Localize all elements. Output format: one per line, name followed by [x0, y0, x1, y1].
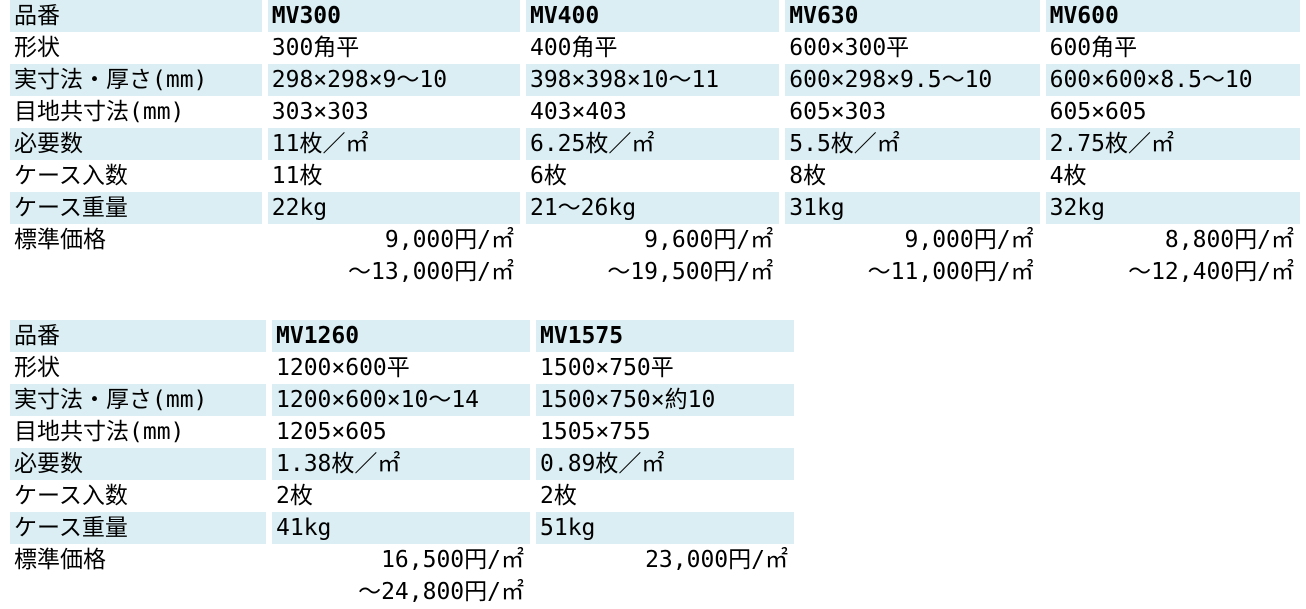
- price-value: 9,000円/㎡: [904, 227, 1034, 253]
- row-price-upper: ～13,000円/㎡ ～19,500円/㎡ ～11,000円/㎡ ～12,400…: [10, 256, 1300, 288]
- case-weight-value: 21～26kg: [525, 192, 780, 224]
- row-case-qty: ケース入数 2枚 2枚: [10, 480, 794, 512]
- price-value: 23,000円/㎡: [645, 547, 788, 573]
- label-product-code: 品番: [10, 320, 266, 352]
- joint-size-value: 1505×755: [540, 419, 651, 445]
- label-price: 標準価格: [14, 227, 106, 253]
- joint-size-value: 403×403: [529, 99, 627, 125]
- label-actual-size: 実寸法・厚さ(mm): [10, 64, 262, 96]
- price-value: 8,800円/㎡: [1164, 227, 1294, 253]
- joint-size-value: 605×303: [789, 99, 887, 125]
- product-spec-table-1: 品番 MV300 MV400 MV630 MV600 形状 300角平 400角…: [4, 0, 1306, 288]
- shape-value: 600角平: [1049, 35, 1138, 61]
- actual-size-value: 1200×600×10～14: [272, 384, 530, 416]
- price-upper-value: [536, 576, 794, 608]
- row-case-weight: ケース重量 22kg 21～26kg 31kg 32kg: [10, 192, 1300, 224]
- row-actual-size: 実寸法・厚さ(mm) 1200×600×10～14 1500×750×約10: [10, 384, 794, 416]
- case-weight-value: 51kg: [536, 512, 794, 544]
- label-product-code: 品番: [10, 0, 262, 32]
- row-price-upper: ～24,800円/㎡: [10, 576, 794, 608]
- price-value: 9,000円/㎡: [384, 227, 514, 253]
- required-qty-value: 6.25枚／㎡: [525, 128, 780, 160]
- row-required-qty: 必要数 1.38枚／㎡ 0.89枚／㎡: [10, 448, 794, 480]
- label-case-weight: ケース重量: [10, 512, 266, 544]
- shape-value: 1200×600平: [276, 355, 410, 381]
- row-required-qty: 必要数 11枚／㎡ 6.25枚／㎡ 5.5枚／㎡ 2.75枚／㎡: [10, 128, 1300, 160]
- label-shape: 形状: [14, 355, 60, 381]
- label-case-qty: ケース入数: [14, 483, 128, 509]
- label-case-weight: ケース重量: [10, 192, 262, 224]
- label-actual-size: 実寸法・厚さ(mm): [10, 384, 266, 416]
- row-actual-size: 実寸法・厚さ(mm) 298×298×9～10 398×398×10～11 60…: [10, 64, 1300, 96]
- case-qty-value: 4枚: [1049, 163, 1087, 189]
- price-upper-value: ～19,500円/㎡: [607, 259, 774, 285]
- label-required-qty: 必要数: [10, 448, 266, 480]
- label-joint-size: 目地共寸法(mm): [14, 99, 185, 125]
- row-price: 標準価格 16,500円/㎡ 23,000円/㎡: [10, 544, 794, 576]
- required-qty-value: 1.38枚／㎡: [272, 448, 530, 480]
- row-case-weight: ケース重量 41kg 51kg: [10, 512, 794, 544]
- price-upper-value: ～24,800円/㎡: [358, 579, 524, 605]
- required-qty-value: 11枚／㎡: [267, 128, 520, 160]
- joint-size-value: 1205×605: [276, 419, 387, 445]
- row-joint-size: 目地共寸法(mm) 303×303 403×403 605×303 605×60…: [10, 96, 1300, 128]
- joint-size-value: 303×303: [271, 99, 369, 125]
- shape-value: 1500×750平: [540, 355, 674, 381]
- product-code: MV400: [525, 0, 780, 32]
- label-joint-size: 目地共寸法(mm): [14, 419, 185, 445]
- required-qty-value: 2.75枚／㎡: [1045, 128, 1300, 160]
- row-product-code: 品番 MV1260 MV1575: [10, 320, 794, 352]
- case-weight-value: 32kg: [1045, 192, 1300, 224]
- shape-value: 600×300平: [789, 35, 910, 61]
- case-qty-value: 2枚: [540, 483, 577, 509]
- case-qty-value: 6枚: [529, 163, 567, 189]
- case-qty-value: 2枚: [276, 483, 313, 509]
- actual-size-value: 398×398×10～11: [525, 64, 780, 96]
- price-upper-value: ～12,400円/㎡: [1128, 259, 1294, 285]
- row-shape: 形状 300角平 400角平 600×300平 600角平: [10, 32, 1300, 64]
- label-price: 標準価格: [14, 547, 106, 573]
- label-required-qty: 必要数: [10, 128, 262, 160]
- product-code: MV1260: [272, 320, 530, 352]
- actual-size-value: 600×600×8.5～10: [1045, 64, 1300, 96]
- label-blank: [10, 576, 266, 608]
- label-case-qty: ケース入数: [14, 163, 128, 189]
- required-qty-value: 0.89枚／㎡: [536, 448, 794, 480]
- row-joint-size: 目地共寸法(mm) 1205×605 1505×755: [10, 416, 794, 448]
- label-shape: 形状: [14, 35, 60, 61]
- row-product-code: 品番 MV300 MV400 MV630 MV600: [10, 0, 1300, 32]
- row-case-qty: ケース入数 11枚 6枚 8枚 4枚: [10, 160, 1300, 192]
- product-code: MV600: [1045, 0, 1300, 32]
- case-weight-value: 22kg: [267, 192, 520, 224]
- price-value: 16,500円/㎡: [381, 547, 524, 573]
- actual-size-value: 298×298×9～10: [267, 64, 520, 96]
- shape-value: 300角平: [271, 35, 360, 61]
- case-weight-value: 41kg: [272, 512, 530, 544]
- case-weight-value: 31kg: [785, 192, 1040, 224]
- product-code: MV630: [785, 0, 1040, 32]
- price-upper-value: ～11,000円/㎡: [867, 259, 1034, 285]
- actual-size-value: 1500×750×約10: [536, 384, 794, 416]
- actual-size-value: 600×298×9.5～10: [785, 64, 1040, 96]
- product-code: MV1575: [536, 320, 794, 352]
- row-price: 標準価格 9,000円/㎡ 9,600円/㎡ 9,000円/㎡ 8,800円/㎡: [10, 224, 1300, 256]
- case-qty-value: 11枚: [271, 163, 323, 189]
- product-spec-table-2: 品番 MV1260 MV1575 形状 1200×600平 1500×750平 …: [4, 320, 800, 608]
- row-shape: 形状 1200×600平 1500×750平: [10, 352, 794, 384]
- price-upper-value: ～13,000円/㎡: [348, 259, 514, 285]
- joint-size-value: 605×605: [1049, 99, 1147, 125]
- shape-value: 400角平: [529, 35, 618, 61]
- price-value: 9,600円/㎡: [644, 227, 774, 253]
- case-qty-value: 8枚: [789, 163, 827, 189]
- label-blank: [10, 256, 262, 288]
- product-code: MV300: [267, 0, 520, 32]
- required-qty-value: 5.5枚／㎡: [785, 128, 1040, 160]
